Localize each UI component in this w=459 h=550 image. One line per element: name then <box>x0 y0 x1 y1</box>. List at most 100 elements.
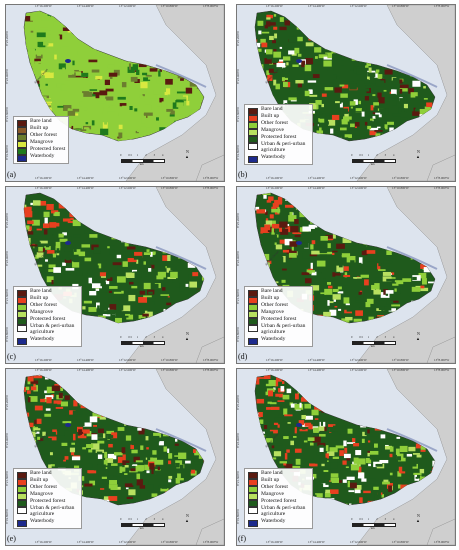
land-cover-patch <box>423 254 427 259</box>
land-cover-patch <box>187 424 193 429</box>
land-cover-patch <box>389 211 396 216</box>
legend-swatch <box>248 297 258 304</box>
land-cover-patch <box>343 405 353 409</box>
land-cover-patch <box>142 72 148 76</box>
land-cover-patch <box>339 41 342 48</box>
land-cover-patch <box>138 63 147 68</box>
land-cover-patch <box>307 215 313 218</box>
coordinate-label-top: 13°14.400'W <box>77 4 94 8</box>
land-cover-patch <box>354 202 360 206</box>
land-cover-patch <box>152 251 156 256</box>
land-cover-patch <box>200 287 204 293</box>
land-cover-patch <box>353 318 362 322</box>
land-cover-patch <box>119 466 123 473</box>
land-cover-patch <box>190 246 200 254</box>
land-cover-patch <box>97 440 105 444</box>
land-cover-patch <box>89 137 95 141</box>
land-cover-patch <box>341 119 348 125</box>
land-cover-patch <box>26 390 31 394</box>
land-cover-patch <box>353 17 363 20</box>
land-cover-patch <box>399 471 406 474</box>
land-cover-patch <box>125 487 129 490</box>
land-cover-patch <box>297 198 302 204</box>
land-cover-patch <box>375 56 383 61</box>
land-cover-patch <box>307 217 310 221</box>
land-cover-patch <box>144 310 148 314</box>
land-cover-patch <box>376 48 385 52</box>
land-cover-patch <box>61 442 68 446</box>
land-cover-patch <box>389 76 392 81</box>
legend-label: Waterbody <box>261 518 286 524</box>
land-cover-patch <box>65 428 70 431</box>
land-cover-patch <box>104 451 108 458</box>
land-cover-patch <box>190 426 193 430</box>
land-cover-patch <box>48 436 57 441</box>
land-cover-patch <box>164 400 169 404</box>
land-cover-patch <box>199 442 204 446</box>
land-cover-patch <box>318 54 328 59</box>
land-cover-patch <box>362 113 370 118</box>
land-cover-patch <box>255 281 261 286</box>
scale-tick-label: 4 <box>393 336 395 339</box>
land-cover-patch <box>174 67 181 70</box>
land-cover-patch <box>62 262 66 266</box>
land-cover-patch <box>79 421 85 427</box>
land-cover-patch <box>55 241 61 249</box>
land-cover-patch <box>111 463 118 466</box>
land-cover-patch <box>375 112 381 115</box>
land-cover-patch <box>282 56 291 61</box>
land-cover-patch <box>361 104 367 110</box>
land-cover-patch <box>150 29 159 34</box>
land-cover-patch <box>169 110 175 115</box>
land-cover-patch <box>134 220 142 226</box>
land-cover-patch <box>389 411 398 417</box>
land-cover-patch <box>158 37 165 40</box>
land-cover-patch <box>107 107 116 112</box>
land-cover-patch <box>86 204 96 209</box>
land-cover-patch <box>361 249 368 256</box>
coordinate-label-top: 13°16.200'W <box>35 186 52 190</box>
land-cover-patch <box>373 289 381 295</box>
land-cover-patch <box>260 38 266 44</box>
land-cover-patch <box>358 40 364 44</box>
land-cover-patch <box>304 278 312 284</box>
land-cover-patch <box>64 247 70 252</box>
land-cover-patch <box>120 88 129 91</box>
land-cover-patch <box>353 193 357 199</box>
land-cover-patch <box>273 67 283 73</box>
land-cover-patch <box>375 69 380 73</box>
land-cover-patch <box>186 422 194 426</box>
land-cover-patch <box>186 253 192 257</box>
land-cover-patch <box>386 250 392 256</box>
land-cover-patch <box>130 76 138 82</box>
land-cover-patch <box>413 472 422 475</box>
land-cover-patch <box>358 411 366 414</box>
land-cover-patch <box>108 412 112 417</box>
legend-item: Waterbody <box>17 153 65 162</box>
land-cover-patch <box>148 77 151 80</box>
land-cover-patch <box>348 490 355 493</box>
land-cover-patch <box>27 397 31 403</box>
land-cover-patch <box>375 80 385 87</box>
land-cover-patch <box>304 64 312 72</box>
land-cover-patch <box>255 39 258 42</box>
land-cover-patch <box>302 425 306 430</box>
waterbody-patch <box>65 423 71 427</box>
land-cover-patch <box>379 298 385 301</box>
land-cover-patch <box>150 324 159 329</box>
land-cover-patch <box>89 89 98 91</box>
land-cover-patch <box>42 223 50 229</box>
land-cover-patch <box>326 121 329 125</box>
land-cover-patch <box>184 56 190 61</box>
coordinate-label-left: 8°19.800'N <box>5 327 9 342</box>
land-cover-patch <box>125 454 129 459</box>
land-cover-patch <box>122 454 126 461</box>
legend-swatch <box>17 304 27 311</box>
scale-bar <box>352 523 396 527</box>
legend-item: Other forest <box>248 302 309 311</box>
land-cover-patch <box>313 245 321 251</box>
land-cover-patch <box>157 48 163 54</box>
land-cover-patch <box>71 442 76 445</box>
land-cover-patch <box>321 462 325 467</box>
land-cover-patch <box>354 498 358 500</box>
